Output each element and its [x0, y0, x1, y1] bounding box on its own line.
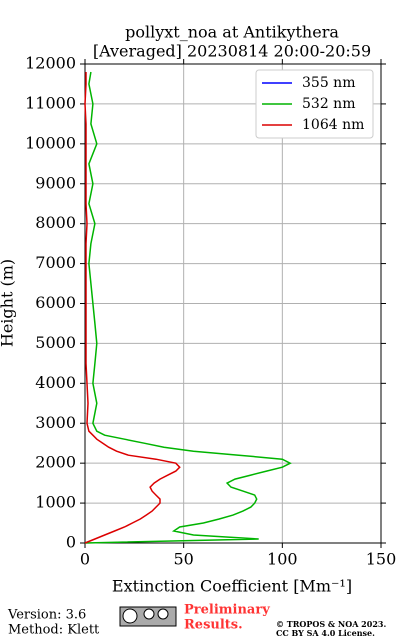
notice: Preliminary [184, 603, 270, 618]
data-line [84, 72, 181, 544]
license: CC BY SA 4.0 License. [276, 628, 375, 638]
x-tick-label: 100 [267, 550, 298, 569]
chart-title: pollyxt_noa at Antikythera [125, 23, 339, 42]
y-tick-label: 1000 [35, 493, 76, 512]
notice: Results. [184, 618, 243, 633]
data-line [84, 71, 292, 544]
copyright: © TROPOS & NOA 2023. [276, 619, 386, 629]
legend-label: 1064 nm [302, 117, 364, 133]
version: Version: 3.6 [7, 608, 86, 623]
y-tick-label: 7000 [35, 253, 76, 272]
legend-box [255, 69, 374, 139]
y-tick-label: 9000 [35, 173, 76, 192]
legend-label: 355 nm [302, 75, 355, 91]
method: Method: Klett [8, 623, 100, 638]
y-tick-label: 0 [66, 533, 76, 552]
y-tick-label: 3000 [35, 413, 76, 432]
x-tick-label: 50 [173, 550, 193, 569]
x-tick-label: 150 [366, 550, 397, 569]
y-tick-label: 10000 [25, 133, 76, 152]
y-axis-label: Height (m) [0, 259, 17, 347]
y-tick-label: 11000 [25, 93, 76, 112]
legend-label: 532 nm [302, 96, 355, 112]
y-tick-label: 8000 [35, 213, 76, 232]
y-tick-label: 5000 [35, 333, 76, 352]
cc-logo [119, 606, 177, 627]
x-tick-label: 0 [80, 550, 90, 569]
x-axis-label: Extinction Coefficient [Mm⁻¹] [112, 577, 352, 596]
plot-frame [84, 63, 382, 544]
y-tick-label: 2000 [35, 453, 76, 472]
y-tick-label: 6000 [35, 293, 76, 312]
y-tick-label: 4000 [35, 373, 76, 392]
chart-subtitle: [Averaged] 20230814 20:00-20:59 [93, 42, 371, 61]
y-tick-label: 12000 [25, 54, 76, 73]
